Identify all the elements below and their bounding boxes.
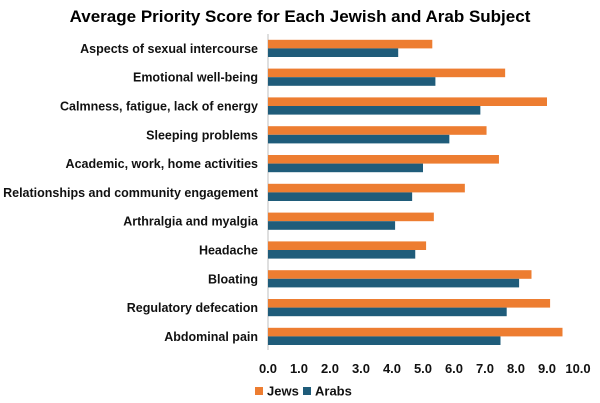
bar-arabs-abdominal-pain bbox=[268, 336, 501, 345]
x-tick-label: 3.0 bbox=[352, 361, 370, 376]
legend-swatch-jews bbox=[255, 387, 263, 395]
legend-swatch-arabs bbox=[303, 387, 311, 395]
x-tick-label: 4.0 bbox=[383, 361, 401, 376]
bar-arabs-emotional-well-being bbox=[268, 77, 436, 86]
x-tick-label: 0.0 bbox=[259, 361, 277, 376]
category-labels: Aspects of sexual intercourse Emotional w… bbox=[3, 42, 259, 344]
category-label-emotional-well-being: Emotional well-being bbox=[133, 71, 258, 85]
category-label-aspects-of-sexual-intercourse: Aspects of sexual intercourse bbox=[80, 42, 258, 56]
bar-arabs-arthralgia-and-myalgia bbox=[268, 221, 396, 230]
category-label-calmness-fatigue-lack-of-energy: Calmness, fatigue, lack of energy bbox=[60, 100, 258, 114]
bar-jews-sleeping-problems bbox=[268, 126, 487, 135]
x-tick-label: 8.0 bbox=[507, 361, 525, 376]
category-label-academic-work-home-activities: Academic, work, home activities bbox=[66, 157, 258, 171]
category-label-bloating: Bloating bbox=[208, 272, 258, 286]
bar-arabs-calmness-fatigue-lack-of-energy bbox=[268, 106, 481, 115]
x-tick-label: 5.0 bbox=[414, 361, 432, 376]
bar-arabs-headache bbox=[268, 250, 416, 259]
legend-label-arabs: Arabs bbox=[315, 384, 352, 399]
category-label-arthralgia-and-myalgia: Arthralgia and myalgia bbox=[123, 215, 259, 229]
x-tick-label: 2.0 bbox=[321, 361, 339, 376]
bar-arabs-sleeping-problems bbox=[268, 134, 450, 144]
bar-arabs-aspects-of-sexual-intercourse bbox=[268, 48, 399, 57]
bar-jews-emotional-well-being bbox=[268, 68, 506, 78]
category-label-regulatory-defecation: Regulatory defecation bbox=[127, 301, 258, 315]
category-label-relationships-and-community-engagement: Relationships and community engagement bbox=[3, 186, 259, 200]
bar-jews-calmness-fatigue-lack-of-energy bbox=[268, 97, 547, 106]
bar-jews-regulatory-defecation bbox=[268, 299, 551, 308]
x-tick-label: 6.0 bbox=[445, 361, 463, 376]
category-label-abdominal-pain: Abdominal pain bbox=[164, 330, 258, 344]
legend: Jews Arabs bbox=[255, 384, 352, 399]
bar-jews-relationships-and-community-engagement bbox=[268, 183, 465, 193]
bar-jews-arthralgia-and-myalgia bbox=[268, 212, 434, 222]
x-axis-ticks: 0.0 1.0 2.0 3.0 4.0 5.0 6.0 7.0 8.0 9.0 10.0 bbox=[259, 361, 591, 376]
x-tick-label: 7.0 bbox=[476, 361, 494, 376]
category-label-sleeping-problems: Sleeping problems bbox=[146, 128, 258, 142]
x-tick-label: 1.0 bbox=[290, 361, 308, 376]
bar-jews-abdominal-pain bbox=[268, 327, 563, 337]
x-tick-label: 9.0 bbox=[538, 361, 556, 376]
bar-arabs-bloating bbox=[268, 278, 520, 288]
chart-title: Average Priority Score for Each Jewish a… bbox=[70, 7, 531, 26]
bar-jews-bloating bbox=[268, 270, 532, 279]
bar-group bbox=[268, 39, 563, 345]
legend-label-jews: Jews bbox=[267, 384, 299, 399]
category-label-headache: Headache bbox=[199, 244, 258, 258]
bar-jews-headache bbox=[268, 241, 427, 250]
bar-jews-aspects-of-sexual-intercourse bbox=[268, 39, 433, 49]
x-tick-label: 10.0 bbox=[565, 361, 590, 376]
bar-arabs-academic-work-home-activities bbox=[268, 163, 423, 173]
bar-arabs-relationships-and-community-engagement bbox=[268, 192, 413, 201]
bar-jews-academic-work-home-activities bbox=[268, 155, 499, 164]
bar-arabs-regulatory-defecation bbox=[268, 307, 507, 317]
